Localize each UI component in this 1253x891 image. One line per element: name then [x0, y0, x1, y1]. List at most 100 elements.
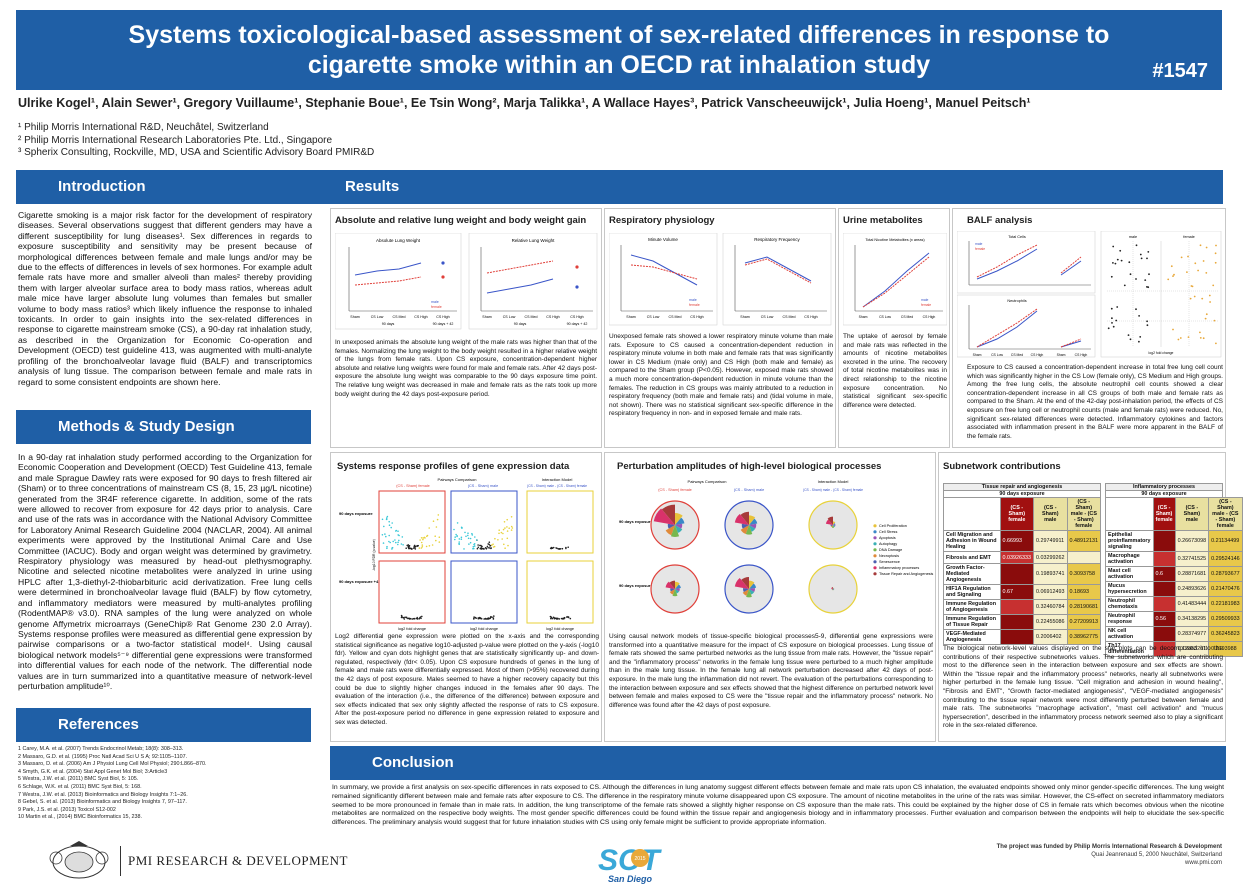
sot-city: San Diego: [608, 874, 653, 884]
methods-text: In a 90-day rat inhalation study perform…: [18, 452, 312, 691]
legend-label: Cell Stress: [879, 530, 897, 534]
star-wedge: [749, 518, 758, 525]
balf-scatter-point: [1144, 279, 1147, 281]
volcano-point: [506, 518, 508, 521]
balf-scatter-point: [1199, 331, 1201, 334]
affiliation-2: ² Philip Morris International Research L…: [18, 134, 333, 146]
volcano-point: [506, 537, 509, 540]
volcano-point: [562, 617, 564, 620]
volcano-point: [414, 545, 417, 548]
star-wedge: [833, 587, 834, 589]
poster-title-line1: Systems toxicological-based assessment o…: [128, 21, 1110, 49]
star-wedge: [833, 588, 835, 590]
star-wedge: [675, 581, 680, 589]
legend-swatch: [873, 572, 877, 576]
balf-scatter-point: [1167, 278, 1170, 281]
respiratory-text: Unexposed female rats showed a lower res…: [609, 333, 833, 418]
affiliations: ¹ Philip Morris International R&D, Neuch…: [18, 122, 618, 160]
balf-scatter-point: [1107, 327, 1110, 330]
table-row: Growth Factor-Mediated Angiogenesis 0.198…: [943, 563, 1102, 585]
volcano-point: [507, 544, 509, 547]
volcano-point: [550, 617, 552, 620]
volcano-point: [386, 547, 388, 550]
reference-item: 6 Schlage, W.K. et al. (2011) BMC Syst B…: [18, 783, 142, 790]
reference-item: 1 Carey, M.A. et al. (2007) Trends Endoc…: [18, 746, 184, 752]
balf-scatter-point: [1208, 294, 1211, 297]
subnetwork-name: Neutrophil response: [1105, 611, 1154, 627]
star-wedge: [742, 587, 749, 592]
volcano-point: [428, 527, 430, 529]
subnetwork-name: NK cell activation: [1105, 626, 1154, 642]
legend-label: Tissue Repair and Angiogenesis: [879, 572, 933, 576]
volcano-point: [475, 617, 477, 619]
volcano-point: [421, 546, 424, 548]
volcano-point: [463, 548, 465, 550]
star-wedge: [669, 589, 675, 595]
subnetwork-name: Neutrophil chemotaxis: [1105, 596, 1154, 612]
volcano-point: [401, 536, 404, 538]
subnetwork-value: [1152, 551, 1176, 567]
pmi-crest-logo: [40, 840, 118, 880]
balf-scatter-point: [1205, 313, 1208, 316]
volcano-point: [455, 533, 457, 536]
group-label: 90 days + 42: [433, 322, 454, 326]
subnetwork-name: Immune Regulation of Angiogenesis: [943, 599, 1001, 615]
gene-expression-heading: Systems response profiles of gene expres…: [337, 461, 570, 472]
scatter-label-male: male: [1129, 235, 1137, 239]
balf-scatter-point: [1146, 324, 1149, 327]
balf-scatter-point: [1215, 342, 1217, 345]
x-tick: CS Med: [669, 315, 682, 319]
star-wedge: [831, 587, 833, 589]
volcano-point: [404, 616, 406, 618]
subnetwork-value: 0.18693: [1066, 584, 1102, 600]
x-tick: Sham: [482, 315, 491, 319]
x-tick: CS High: [923, 315, 936, 319]
star-wedge: [665, 525, 675, 536]
volcano-point: [411, 548, 413, 550]
col-header: (CS - Sham) female: [1152, 497, 1176, 531]
neutrophils-title: Neutrophils: [1007, 299, 1026, 303]
rel-lung-male-line: [486, 278, 554, 294]
volcano-point: [473, 545, 476, 547]
perturbation-text: Using causal network models of tissue-sp…: [609, 633, 933, 709]
volcano-point: [473, 618, 475, 620]
volcano-point: [468, 543, 470, 545]
volcano-point: [503, 543, 505, 546]
label-interaction: (CS - Sham) male - (CS - Sham) female: [527, 484, 587, 488]
lung-weight-charts: Absolute Lung Weight Relative Lung Weigh…: [335, 233, 598, 330]
conclusion-text: In summary, we provide a first analysis …: [332, 784, 1224, 827]
reference-item: 5 Westra, J.W. et al. (2011) BMC Syst Bi…: [18, 776, 139, 783]
star-wedge: [675, 523, 683, 529]
star-legend: Cell Proliferation Cell Stress Apoptosis Au…: [873, 524, 933, 576]
volcano-point: [557, 617, 559, 620]
balf-scatter-point: [1215, 244, 1217, 247]
results-heading: Results: [303, 170, 1223, 204]
star-wedge: [734, 577, 749, 589]
balf-scatter-point: [1127, 334, 1130, 336]
volcano-point: [552, 616, 555, 619]
volcano-point: [414, 548, 417, 550]
volcano-point: [510, 525, 513, 528]
table-row: Neutrophil response 0.56 0.34138295 0.29509…: [1105, 611, 1243, 627]
volcano-point: [456, 522, 459, 524]
x-tick: Sham: [350, 315, 359, 319]
subnetwork-value: 0.41483444: [1174, 596, 1210, 612]
volcano-point: [422, 537, 424, 539]
balf-scatter-point: [1146, 320, 1148, 323]
balf-scatter-point: [1147, 286, 1150, 289]
volcano-point: [408, 618, 411, 620]
volcano-point: [405, 547, 407, 549]
volcano-point: [487, 547, 489, 549]
volcano-point: [488, 547, 491, 549]
urine-chart: Total Nicotine Metabolites (x areas) Sha…: [843, 233, 947, 326]
volcano-point: [395, 530, 397, 532]
volcano-point: [475, 539, 478, 541]
volcano-point: [477, 544, 479, 546]
row1-label: 90 days exposure: [619, 519, 653, 524]
volcano-point: [551, 617, 554, 620]
star-wedge: [740, 511, 749, 525]
table-row: Epithelial proinflammatory signaling 0.26…: [1105, 530, 1243, 552]
tissue-repair-table-title: Tissue repair and angiogenesis: [943, 483, 1101, 490]
affiliation-1: ¹ Philip Morris International R&D, Neuch…: [18, 122, 269, 133]
star-wedge: [831, 588, 833, 590]
